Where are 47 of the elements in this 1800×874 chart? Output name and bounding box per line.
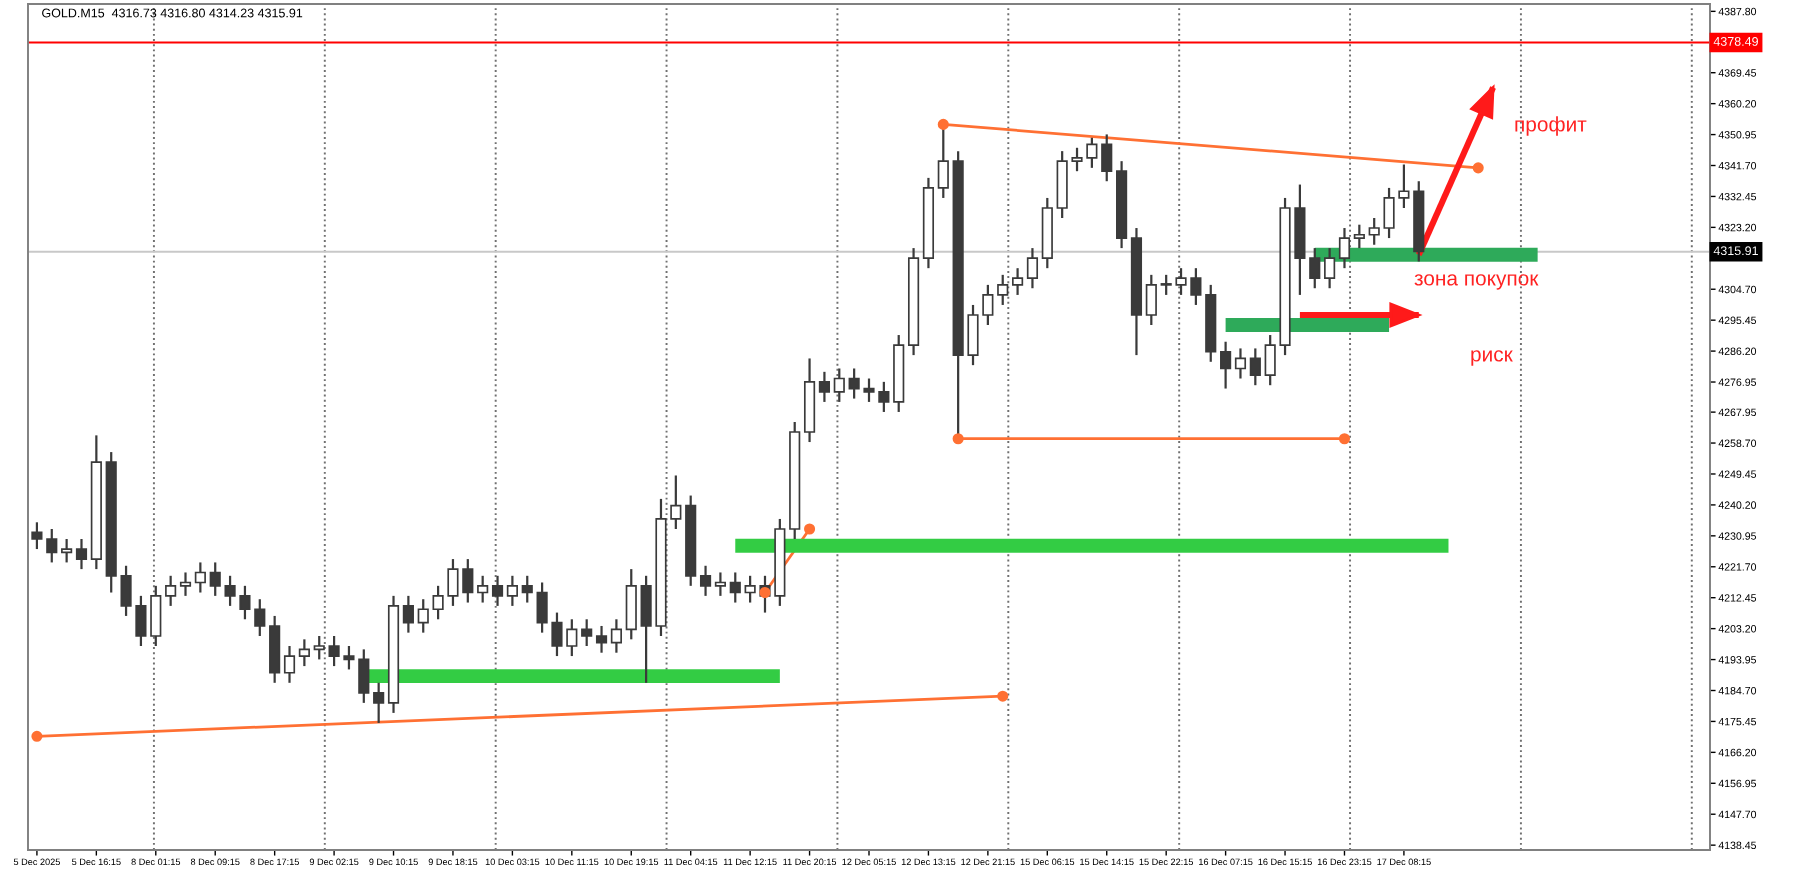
candlestick	[625, 568, 637, 641]
candlestick	[477, 574, 489, 604]
candlestick	[417, 598, 429, 634]
candlestick	[402, 594, 414, 634]
candlestick	[491, 574, 504, 608]
candlestick	[75, 537, 88, 571]
candlestick	[298, 638, 310, 668]
candlestick	[194, 561, 206, 594]
candlestick	[833, 367, 845, 404]
candlestick	[1220, 340, 1232, 390]
candlestick	[165, 574, 177, 608]
candlestick	[1234, 347, 1247, 380]
annotation: риск	[1471, 350, 1513, 366]
candlestick	[818, 370, 831, 404]
point	[997, 690, 1009, 702]
candlestick	[729, 571, 741, 604]
point	[937, 118, 949, 130]
annotation: профит	[1515, 116, 1587, 136]
candlestick	[373, 681, 385, 725]
candlestick	[1353, 223, 1365, 250]
candlestick	[581, 618, 593, 648]
point	[31, 730, 43, 742]
point	[1472, 162, 1484, 174]
point	[952, 433, 964, 445]
candlestick	[1026, 246, 1039, 290]
candlestick	[714, 571, 727, 597]
candlestick	[179, 571, 192, 597]
candlestick	[1101, 133, 1113, 183]
point	[1338, 433, 1351, 445]
candlestick	[1145, 273, 1157, 327]
candlestick	[1011, 267, 1024, 297]
candlestick	[997, 273, 1009, 307]
candlestick	[1324, 246, 1336, 290]
candlestick	[269, 614, 281, 684]
candlestick	[1309, 246, 1321, 290]
candlestick	[595, 624, 608, 654]
candlestick	[1249, 347, 1261, 387]
candlestick	[521, 574, 533, 604]
candlestick	[610, 618, 622, 654]
point	[804, 523, 816, 535]
candlestick	[1338, 226, 1351, 270]
candlestick	[313, 634, 325, 661]
annotation: зона покупок	[1414, 274, 1539, 290]
candlestick	[61, 537, 73, 564]
candlestick	[506, 574, 518, 608]
candlestick	[699, 564, 712, 597]
candlestick	[283, 644, 296, 684]
